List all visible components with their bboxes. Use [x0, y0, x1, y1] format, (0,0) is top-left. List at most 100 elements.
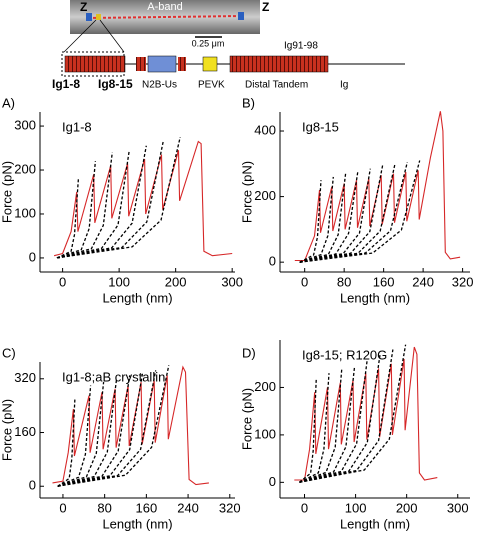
titin-strand — [87, 15, 243, 19]
y-tick-label: 160 — [14, 424, 36, 439]
z-marker — [238, 12, 244, 20]
fit-curve — [56, 161, 97, 259]
fit-curve — [56, 136, 181, 259]
ig-segment — [136, 57, 146, 71]
label: 0.25 μm — [192, 38, 225, 48]
fit-curve — [56, 178, 80, 259]
y-tick-label: 0 — [269, 254, 276, 269]
force-trace — [294, 111, 461, 262]
annotation: Ig8-15; R120G — [302, 347, 387, 362]
y-tick-label: 200 — [254, 379, 276, 394]
y-tick-label: 0 — [29, 249, 36, 264]
annotation: Ig1-8 — [62, 119, 92, 134]
annotation: Ig8-15 — [302, 119, 339, 134]
ig-segment — [178, 57, 186, 71]
fit-curve — [56, 150, 130, 259]
x-tick-label: 300 — [447, 500, 469, 515]
fit-curve — [57, 382, 105, 487]
x-tick-label: 0 — [59, 500, 66, 515]
x-tick-label: 100 — [108, 274, 130, 289]
label: PEVK — [198, 80, 225, 91]
y-tick-label: 300 — [14, 118, 36, 133]
fit-curve — [56, 152, 113, 259]
x-axis-label: Length (nm) — [340, 516, 410, 531]
force-trace — [294, 346, 438, 481]
y-axis-label: Force (pN) — [239, 388, 254, 450]
y-tick-label: 0 — [269, 474, 276, 489]
annotation: Ig1-8;aB crystallin — [62, 369, 165, 384]
fit-curve — [57, 385, 92, 487]
x-tick-label: 320 — [452, 274, 474, 289]
fit-curve — [299, 168, 371, 263]
y-axis-label: Force (pN) — [239, 161, 254, 223]
panel-label: C) — [2, 345, 16, 360]
label: Ig1-8 — [52, 77, 80, 91]
x-tick-label: 300 — [221, 274, 243, 289]
x-tick-label: 80 — [97, 500, 111, 515]
ig-segment — [64, 55, 126, 73]
label: Z — [80, 0, 87, 14]
x-tick-label: 0 — [301, 500, 308, 515]
fit-curve — [299, 180, 322, 263]
x-tick-label: 200 — [396, 500, 418, 515]
fit-curve — [299, 344, 407, 483]
label: A-band — [147, 1, 182, 13]
x-tick-label: 160 — [136, 500, 158, 515]
x-tick-label: 320 — [219, 500, 241, 515]
x-axis-label: Length (nm) — [102, 516, 172, 531]
force-trace — [53, 140, 233, 257]
z-marker — [86, 13, 92, 21]
label: N2B-Us — [142, 80, 177, 91]
fit-curve — [299, 173, 347, 263]
y-tick-label: 400 — [254, 122, 276, 137]
fit-curve — [299, 160, 421, 263]
fit-curve — [299, 366, 356, 483]
panel-label: A) — [2, 95, 15, 110]
fit-curve — [299, 373, 330, 483]
x-axis-label: Length (nm) — [102, 290, 172, 305]
y-tick-label: 200 — [254, 188, 276, 203]
x-tick-label: 80 — [337, 274, 351, 289]
fit-curve — [299, 349, 394, 483]
n2b-segment — [147, 55, 177, 73]
y-tick-label: 320 — [14, 370, 36, 385]
connector — [63, 19, 97, 53]
fit-curve — [299, 354, 381, 483]
fit-curve — [299, 358, 368, 483]
fit-curve — [57, 365, 170, 487]
y-axis-label: Force (pN) — [0, 161, 14, 223]
panel-label: D) — [242, 345, 256, 360]
fit-curve — [299, 170, 359, 263]
pevk-segment — [202, 56, 218, 72]
label: Ig91-98 — [284, 41, 318, 52]
fit-curve — [298, 377, 317, 483]
force-trace — [52, 365, 209, 486]
connector — [99, 19, 125, 53]
x-tick-label: 240 — [177, 500, 199, 515]
label: Distal Tandem — [245, 80, 308, 91]
x-tick-label: 0 — [59, 274, 66, 289]
y-tick-label: 100 — [14, 205, 36, 220]
fit-curve — [299, 368, 343, 483]
fit-curve — [57, 398, 76, 487]
fit-curve — [299, 162, 408, 263]
fit-curve — [57, 378, 118, 487]
distal-segment — [229, 55, 329, 73]
x-tick-label: 200 — [165, 274, 187, 289]
x-tick-label: 0 — [301, 274, 308, 289]
x-tick-label: 100 — [345, 500, 367, 515]
x-axis-label: Length (nm) — [340, 290, 410, 305]
y-axis-label: Force (pN) — [0, 399, 14, 461]
y-tick-label: 100 — [254, 426, 276, 441]
fit-curve — [299, 176, 334, 263]
x-tick-label: 240 — [412, 274, 434, 289]
titin-diagram: Z A-band Z 0.25 μm Ig91-98 Ig1-8 Ig8-15 … — [52, 0, 405, 91]
label: Ig — [340, 80, 348, 91]
marker — [96, 14, 101, 20]
x-tick-label: 160 — [373, 274, 395, 289]
label: Ig8-15 — [98, 77, 133, 91]
y-tick-label: 0 — [29, 478, 36, 493]
label: Z — [262, 0, 269, 14]
panel-label: B) — [242, 95, 255, 110]
